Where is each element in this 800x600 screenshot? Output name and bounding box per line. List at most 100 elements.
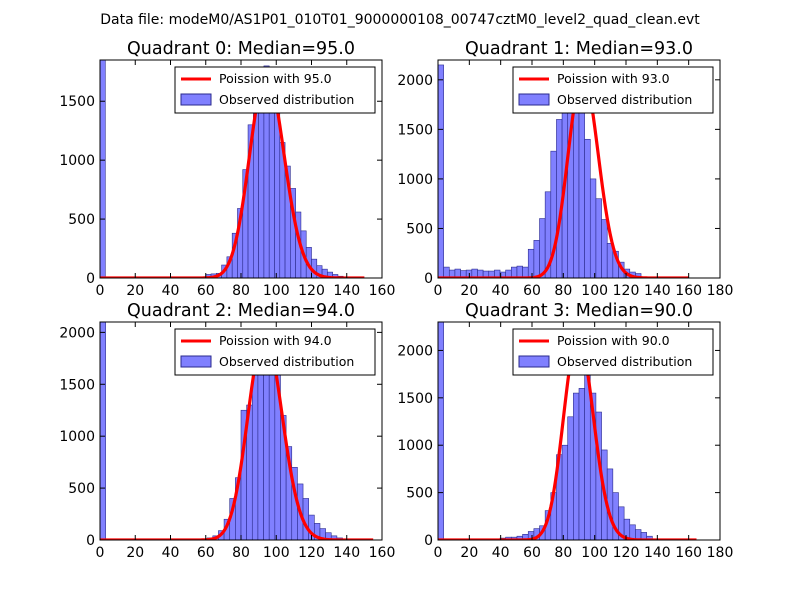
quadrant-3-y-tick-label: 0 — [424, 533, 433, 549]
quadrant-3-x-tick-label: 100 — [581, 545, 608, 561]
quadrant-1-histogram-bar — [595, 198, 602, 278]
quadrant-2-x-tick-label: 160 — [369, 545, 396, 561]
quadrant-0-title: Quadrant 0: Median=95.0 — [127, 39, 355, 59]
quadrant-3-y-tick-label: 500 — [406, 486, 433, 502]
quadrant-1-legend-bar-label: Observed distribution — [557, 92, 692, 107]
quadrant-0-chart: Quadrant 0: Median=95.0 0 20 40 60 80 100 120 1… — [59, 39, 395, 299]
quadrant-3-y-tick-label: 1000 — [397, 438, 433, 454]
quadrant-0-x-tick-label: 160 — [369, 283, 396, 299]
quadrant-0-x-tick-label: 20 — [126, 283, 144, 299]
quadrant-0-x-tick-label: 40 — [162, 283, 180, 299]
quadrant-2-histogram-bar — [268, 347, 276, 540]
quadrant-3-x-tick-label: 140 — [644, 545, 671, 561]
quadrant-2-y-tick-label: 500 — [68, 481, 95, 497]
quadrant-1-y-tick-label: 500 — [406, 221, 433, 237]
quadrant-0-x-tick-label: 140 — [333, 283, 360, 299]
quadrant-1-histogram-bar — [527, 248, 535, 278]
quadrant-2-legend-bar-label: Observed distribution — [219, 354, 354, 369]
quadrant-2-x-tick-label: 60 — [197, 545, 215, 561]
quadrant-1-histogram-bar — [578, 101, 585, 278]
quadrant-0-histogram-bar — [100, 60, 106, 278]
quadrant-2-x-tick-label: 120 — [298, 545, 325, 561]
quadrant-3-legend-bar-label: Observed distribution — [557, 354, 692, 369]
quadrant-3-histogram-bar — [561, 444, 569, 540]
quadrant-3-histogram-bar — [567, 416, 574, 540]
quadrant-2-legend-bar-swatch — [180, 355, 212, 368]
quadrant-0-y-tick-label: 500 — [68, 212, 95, 228]
quadrant-0-legend: Poission with 95.0 Observed distribution — [174, 66, 376, 114]
quadrant-2-y-tick-label: 1000 — [59, 429, 95, 445]
quadrant-1-legend-line-label: Poission with 93.0 — [557, 71, 670, 86]
quadrant-3-x-tick-label: 160 — [675, 545, 702, 561]
quadrant-3-chart: Quadrant 3: Median=90.0 0 20 40 60 80 100 120 1… — [397, 301, 733, 561]
quadrant-2-histogram-bar — [100, 322, 106, 540]
quadrant-1-x-tick-label: 120 — [613, 283, 640, 299]
quadrant-3-x-tick-label: 40 — [492, 545, 510, 561]
quadrant-1-histogram-bar — [533, 240, 540, 278]
quadrant-3-x-tick-label: 80 — [554, 545, 572, 561]
quadrant-1-x-tick-label: 40 — [492, 283, 510, 299]
quadrant-3-histogram-bar — [573, 392, 580, 540]
quadrant-2-y-tick-label: 2000 — [59, 325, 95, 341]
quadrant-1-y-tick-label: 1500 — [397, 122, 433, 138]
quadrant-0-legend-bar-label: Observed distribution — [219, 92, 354, 107]
quadrant-0-x-tick-label: 0 — [96, 283, 105, 299]
quadrant-2-y-tick-label: 0 — [86, 533, 95, 549]
quadrant-2-chart: Quadrant 2: Median=94.0 0 20 40 60 80 100 120 1… — [59, 301, 395, 561]
quadrant-3-title: Quadrant 3: Median=90.0 — [465, 301, 693, 321]
quadrant-3-x-tick-label: 120 — [613, 545, 640, 561]
quadrant-1-chart: Quadrant 1: Median=93.0 0 20 40 60 80 100 120 1… — [397, 39, 733, 299]
quadrant-0-legend-line-label: Poission with 95.0 — [219, 71, 332, 86]
quadrant-1-x-tick-label: 160 — [675, 283, 702, 299]
quadrant-1-histogram-bar — [589, 178, 597, 278]
quadrant-3-axes-frame — [437, 321, 721, 541]
quadrant-0-y-tick-label: 0 — [86, 271, 95, 287]
quadrant-2-x-tick-label: 20 — [126, 545, 144, 561]
quadrant-1-x-tick-label: 80 — [554, 283, 572, 299]
quadrant-2-x-tick-label: 0 — [96, 545, 105, 561]
quadrant-1-y-tick-label: 2000 — [397, 73, 433, 89]
quadrant-2-x-tick-label: 140 — [333, 545, 360, 561]
quadrant-3-legend: Poission with 90.0 Observed distribution — [512, 328, 714, 376]
quadrant-0-legend-bar-swatch — [180, 93, 212, 106]
quadrant-3-poisson-fit-line — [438, 334, 697, 540]
quadrant-3-y-tick-label: 1500 — [397, 391, 433, 407]
quadrant-0-y-tick-label: 1500 — [59, 94, 95, 110]
quadrant-1-histogram-bar — [516, 265, 523, 278]
quadrant-0-y-tick-label: 1000 — [59, 153, 95, 169]
quadrant-1-y-tick-label: 0 — [424, 271, 433, 287]
quadrant-1-title: Quadrant 1: Median=93.0 — [465, 39, 693, 59]
figure-suptitle: Data file: modeM0/AS1P01_010T01_90000001… — [100, 12, 700, 28]
quadrant-2-histogram-bar — [251, 371, 259, 540]
quadrant-2-y-tick-label: 1500 — [59, 377, 95, 393]
quadrant-1-x-tick-label: 180 — [707, 283, 734, 299]
quadrant-3-x-tick-label: 0 — [434, 545, 443, 561]
quadrant-1-x-tick-label: 0 — [434, 283, 443, 299]
quadrant-1-histogram-bar — [539, 218, 546, 278]
quadrant-1-x-tick-label: 100 — [581, 283, 608, 299]
quadrant-3-x-tick-label: 180 — [707, 545, 734, 561]
quadrant-1-legend-bar-swatch — [518, 93, 550, 106]
quadrant-1-x-tick-label: 20 — [460, 283, 478, 299]
quadrant-2-x-tick-label: 100 — [263, 545, 290, 561]
quadrant-2-x-tick-label: 80 — [232, 545, 250, 561]
quadrant-3-x-tick-label: 20 — [460, 545, 478, 561]
quadrant-2-legend-line-label: Poission with 94.0 — [219, 333, 332, 348]
quadrant-1-x-tick-label: 60 — [523, 283, 541, 299]
quadrant-1-histogram-bar — [438, 64, 444, 278]
quadrant-2-title: Quadrant 2: Median=94.0 — [127, 301, 355, 321]
quadrant-3-y-tick-label: 2000 — [397, 343, 433, 359]
quadrant-3-legend-line-label: Poission with 90.0 — [557, 333, 670, 348]
quadrant-0-x-tick-label: 60 — [197, 283, 215, 299]
quadrant-1-histogram-bar — [601, 219, 608, 278]
quadrant-2-x-tick-label: 40 — [162, 545, 180, 561]
quadrant-1-histogram-bar — [511, 266, 518, 278]
quadrant-0-poisson-fit-line — [100, 72, 365, 278]
quadrant-3-x-tick-label: 60 — [523, 545, 541, 561]
quadrant-1-x-tick-label: 140 — [644, 283, 671, 299]
quadrant-1-histogram-bar — [443, 266, 450, 278]
quadrant-3-legend-bar-swatch — [518, 355, 550, 368]
quadrant-3-histogram-bar — [578, 388, 585, 540]
quadrant-2-legend: Poission with 94.0 Observed distribution — [174, 328, 376, 376]
